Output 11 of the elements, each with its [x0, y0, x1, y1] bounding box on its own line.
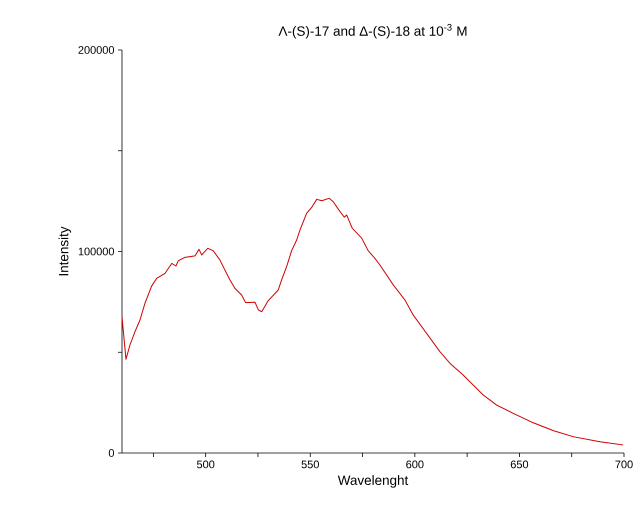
y-tick-label: 200000	[78, 46, 114, 54]
y-axis-title: Intensity	[58, 226, 72, 276]
x-tick-label: 500	[196, 460, 214, 468]
x-tick-label: 600	[406, 460, 424, 468]
x-tick-label: 650	[510, 460, 528, 468]
chart-title: Λ-(S)-17 and Δ-(S)-18 at 10$^{-3}$ M	[278, 24, 466, 38]
x-tick-label: 700	[615, 460, 633, 468]
x-tick-label: 550	[302, 460, 319, 468]
y-tick-label: 0	[108, 449, 114, 457]
x-axis-title: Wavelenght	[338, 475, 408, 488]
y-tick-label: 100000	[78, 248, 114, 256]
